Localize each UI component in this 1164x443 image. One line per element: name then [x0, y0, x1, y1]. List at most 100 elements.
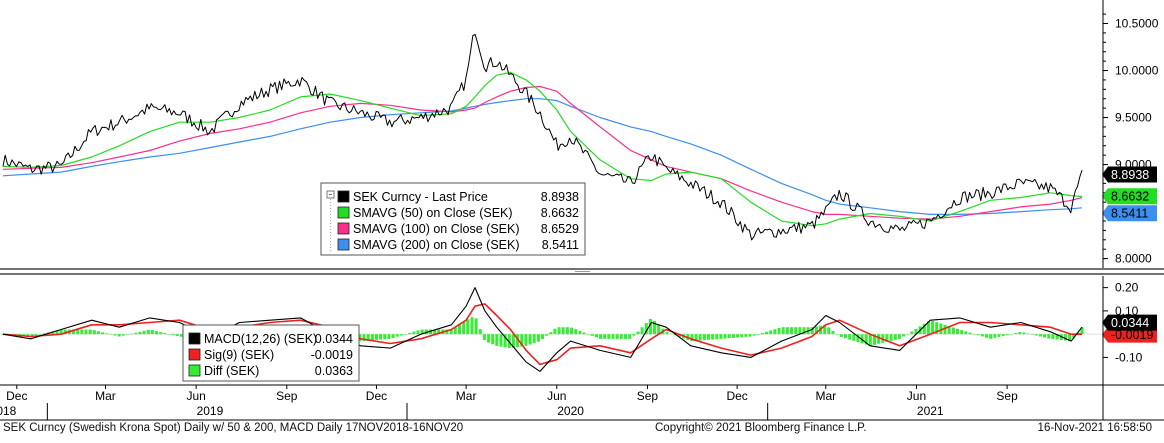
diff-bar — [545, 334, 549, 336]
x-axis: Dec Mar Jun Sep Dec Mar Jun Sep Dec Mar Jun Sep 2018… — [0, 385, 1018, 420]
diff-bar — [1063, 334, 1067, 341]
diff-bar — [694, 334, 698, 341]
macd-current-label-1: 0.0344 — [1102, 314, 1157, 331]
diff-bar — [565, 327, 569, 335]
diff-bar — [852, 334, 856, 341]
diff-bar — [1014, 333, 1018, 335]
diff-bar — [138, 331, 142, 335]
diff-bar — [487, 334, 491, 343]
sma200-line — [2, 98, 1083, 215]
diff-bar — [810, 327, 814, 335]
x-month-label: Dec — [726, 389, 747, 403]
diff-bar — [516, 334, 520, 348]
diff-bar — [424, 329, 428, 335]
diff-bar — [951, 327, 955, 335]
diff-bar — [902, 334, 906, 337]
diff-bar — [744, 334, 748, 337]
macd-current-label-0-text: -0.0019 — [1111, 328, 1153, 342]
diff-bar — [404, 334, 407, 335]
diff-bar — [462, 321, 466, 335]
diff-bar — [437, 329, 441, 335]
legend-value: -0.0019 — [311, 348, 353, 362]
diff-bar — [1072, 334, 1076, 338]
diff-bar — [470, 317, 474, 335]
price-current-label-2-text: 8.5411 — [1111, 207, 1148, 221]
diff-bar — [756, 334, 760, 335]
x-month-label: Mar — [95, 389, 116, 403]
diff-bar — [997, 334, 1001, 337]
price-current-label-1: 8.6632 — [1102, 188, 1157, 205]
diff-bar — [740, 334, 744, 338]
diff-bar — [391, 334, 395, 338]
legend-swatch — [337, 238, 350, 251]
diff-bar — [171, 334, 175, 336]
diff-bar — [491, 334, 495, 345]
diff-bar — [366, 334, 370, 341]
diff-bar — [864, 334, 868, 345]
diff-bar — [914, 328, 918, 335]
diff-bar — [777, 327, 781, 335]
diff-bar — [711, 334, 715, 340]
price-y-tick-label: 10.0000 — [1115, 64, 1159, 78]
diff-bar — [926, 321, 930, 335]
diff-bar — [395, 334, 399, 337]
diff-bar — [105, 333, 109, 335]
x-month-label: Jun — [547, 389, 566, 403]
diff-bar — [835, 334, 839, 335]
diff-bar — [794, 327, 798, 335]
diff-bar — [972, 333, 976, 335]
macd-current-label-1-text: 0.0344 — [1111, 316, 1149, 330]
diff-bar — [628, 334, 632, 339]
diff-bar — [449, 329, 453, 335]
diff-bar — [507, 334, 511, 348]
diff-bar — [653, 320, 656, 335]
diff-bar — [790, 327, 793, 335]
diff-bar — [375, 334, 378, 340]
x-month-label: Mar — [456, 389, 477, 403]
diff-bar — [980, 334, 984, 337]
diff-bar — [416, 330, 420, 335]
diff-bar — [574, 329, 578, 335]
price-legend-frame — [320, 182, 586, 256]
diff-bar — [1010, 334, 1013, 335]
price-current-label-2-bg — [1102, 205, 1157, 222]
diff-bar — [773, 329, 777, 335]
price-current-label-1-bg — [1102, 188, 1157, 205]
diff-bar — [458, 324, 461, 335]
macd-y-tick-label: 0.10 — [1115, 304, 1139, 318]
legend-value: 0.0363 — [315, 364, 353, 378]
legend-label: SMAVG (50) on Close (SEK) — [353, 206, 513, 220]
diff-bar — [80, 329, 84, 335]
diff-bar — [503, 334, 507, 348]
diff-bar — [765, 331, 769, 335]
diff-bar — [30, 334, 34, 337]
diff-bar — [109, 334, 113, 335]
legend-label: Sig(9) (SEK) — [204, 348, 274, 362]
diff-bar — [1005, 334, 1009, 335]
diff-bar — [175, 334, 179, 336]
diff-bar — [22, 334, 26, 336]
x-month-label: Sep — [276, 389, 298, 403]
diff-bar — [619, 334, 623, 339]
diff-bar — [976, 334, 980, 336]
diff-bar — [76, 329, 80, 335]
legend-swatch — [188, 348, 201, 361]
diff-bar — [844, 334, 847, 339]
diff-bar — [848, 334, 852, 340]
diff-bar — [736, 334, 740, 338]
legend-label: SMAVG (100) on Close (SEK) — [353, 222, 520, 236]
diff-bar — [499, 334, 503, 347]
legend-value: 8.6529 — [541, 222, 579, 236]
diff-bar — [117, 334, 121, 337]
diff-bar — [868, 334, 872, 346]
diff-bar — [769, 330, 773, 335]
diff-bar — [1047, 334, 1051, 339]
diff-bar — [63, 329, 67, 335]
legend-label: Diff (SEK) — [204, 364, 259, 378]
diff-bar — [97, 331, 100, 335]
diff-bar — [752, 334, 756, 336]
diff-bar — [985, 334, 988, 338]
diff-bar — [947, 326, 951, 335]
diff-bar — [939, 323, 943, 335]
macd-current-label-1-bg — [1102, 314, 1157, 331]
